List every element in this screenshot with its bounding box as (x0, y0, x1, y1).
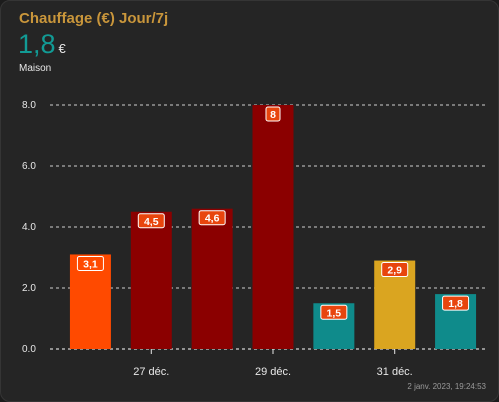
card-title: Chauffage (€) Jour/7j (19, 10, 169, 27)
x-tick-label: 29 déc. (255, 366, 291, 378)
data-label-box (265, 106, 281, 122)
data-label: 2,9 (387, 265, 402, 277)
data-label: 8 (270, 109, 276, 121)
y-tick-label: 4.0 (22, 222, 36, 233)
data-label: 4,5 (144, 216, 159, 228)
entity-name: Maison (19, 63, 52, 74)
data-label: 3,1 (83, 258, 98, 270)
value-unit: € (58, 41, 66, 56)
x-tick-label: 27 déc. (133, 366, 169, 378)
data-label-box (137, 213, 165, 229)
y-tick-label: 8.0 (22, 100, 36, 111)
data-label-box (198, 210, 226, 226)
current-value-line: 1,8 € (18, 29, 66, 60)
data-label-box (381, 262, 409, 278)
data-label: 4,6 (205, 213, 220, 225)
data-label-box (442, 295, 470, 311)
y-tick-label: 0.0 (22, 344, 36, 355)
bar (252, 105, 294, 349)
data-label: 1,8 (448, 298, 463, 310)
current-value: 1,8 (18, 29, 56, 59)
y-tick-label: 6.0 (22, 161, 36, 172)
data-label-box (320, 304, 348, 320)
bar (191, 208, 233, 349)
data-label-box (76, 255, 104, 271)
x-tick-label: 31 déc. (377, 366, 413, 378)
bar (130, 211, 172, 349)
last-updated: 2 janv. 2023, 19:24:53 (407, 382, 486, 391)
data-label: 1,5 (327, 307, 342, 319)
y-tick-label: 2.0 (22, 283, 36, 294)
